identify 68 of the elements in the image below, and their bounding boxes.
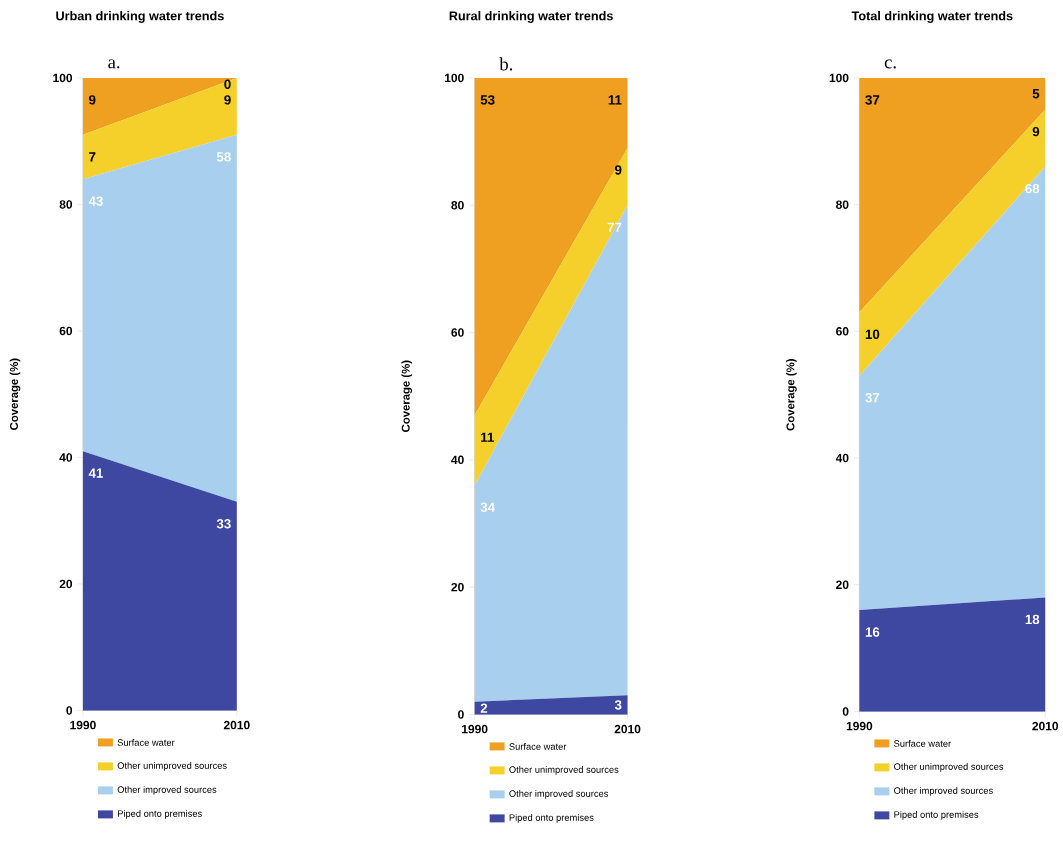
data-label: 3 [614, 700, 622, 710]
legend-label: Piped onto premises [117, 809, 202, 819]
y-tick-label: 20 [836, 580, 849, 589]
y-tick-label: 0 [458, 710, 464, 719]
data-label: 37 [865, 95, 880, 105]
x-tick-label: 1990 [70, 720, 96, 730]
data-label: 5 [1032, 88, 1040, 99]
y-tick-label: 60 [59, 326, 73, 336]
y-tick-label: 60 [836, 326, 849, 336]
y-axis-title: Coverage (%) [401, 360, 413, 432]
data-label: 58 [216, 151, 231, 162]
legend-label: Other improved sources [117, 785, 217, 795]
data-label: 9 [1032, 126, 1040, 137]
data-label: 53 [480, 95, 495, 105]
legend-label: Other unimproved sources [894, 762, 1004, 772]
x-tick-label: 2010 [614, 724, 641, 734]
y-tick-label: 80 [59, 200, 73, 209]
chart-title: Total drinking water trends [851, 10, 1013, 23]
legend-label: Other unimproved sources [509, 765, 619, 775]
y-axis-title: Coverage (%) [786, 358, 797, 431]
x-tick-label: 1990 [846, 721, 873, 731]
data-label: 68 [1025, 183, 1040, 194]
y-tick-label: 0 [842, 707, 849, 716]
data-label: 11 [608, 95, 622, 105]
y-tick-label: 40 [451, 455, 464, 464]
y-axis-title: Coverage (%) [9, 358, 21, 430]
legend-label: Other improved sources [509, 789, 609, 799]
text: b. [499, 57, 513, 71]
data-label: 7 [89, 152, 96, 162]
data-label: 37 [865, 392, 880, 403]
data-label: 41 [88, 468, 103, 478]
x-tick-label: 2010 [223, 720, 250, 730]
data-label: 18 [1025, 614, 1040, 624]
y-tick-label: 80 [836, 200, 849, 209]
y-tick-label: 60 [451, 328, 464, 337]
data-label: 10 [865, 329, 880, 339]
text: c. [884, 59, 896, 69]
data-label: 2 [480, 703, 488, 713]
y-tick-label: 20 [59, 579, 73, 589]
y-tick-label: 40 [835, 453, 849, 463]
data-label: 33 [216, 518, 231, 529]
y-tick-label: 100 [53, 73, 73, 83]
legend-label: Other unimproved sources [117, 761, 227, 771]
x-tick-label: 1990 [462, 724, 488, 734]
legend-label: Surface water [117, 738, 175, 746]
y-tick-label: 100 [445, 73, 464, 83]
y-tick-label: 0 [66, 706, 73, 715]
data-label: 9 [224, 95, 231, 105]
data-label: 9 [89, 95, 96, 105]
data-label: 43 [88, 196, 103, 206]
data-label: 11 [481, 432, 494, 442]
x-tick-label: 2010 [1032, 721, 1059, 731]
y-tick-label: 40 [59, 453, 73, 462]
data-label: 0 [224, 79, 231, 89]
y-tick-label: 80 [451, 200, 464, 210]
chart-title: Rural drinking water trends [449, 10, 613, 23]
data-label: 9 [615, 165, 622, 175]
data-label: 34 [480, 502, 495, 512]
text: a. [108, 59, 120, 69]
y-tick-label: 100 [829, 73, 849, 83]
legend-label: Piped onto premises [509, 813, 594, 823]
legend-label: Piped onto premises [894, 810, 979, 820]
legend-label: Other improved sources [894, 786, 993, 796]
legend-label: Surface water [894, 739, 951, 747]
data-label: 16 [865, 627, 880, 637]
legend-label: Surface water [509, 742, 567, 750]
y-tick-label: 20 [451, 582, 464, 592]
chart-title: Urban drinking water trends [56, 10, 224, 23]
